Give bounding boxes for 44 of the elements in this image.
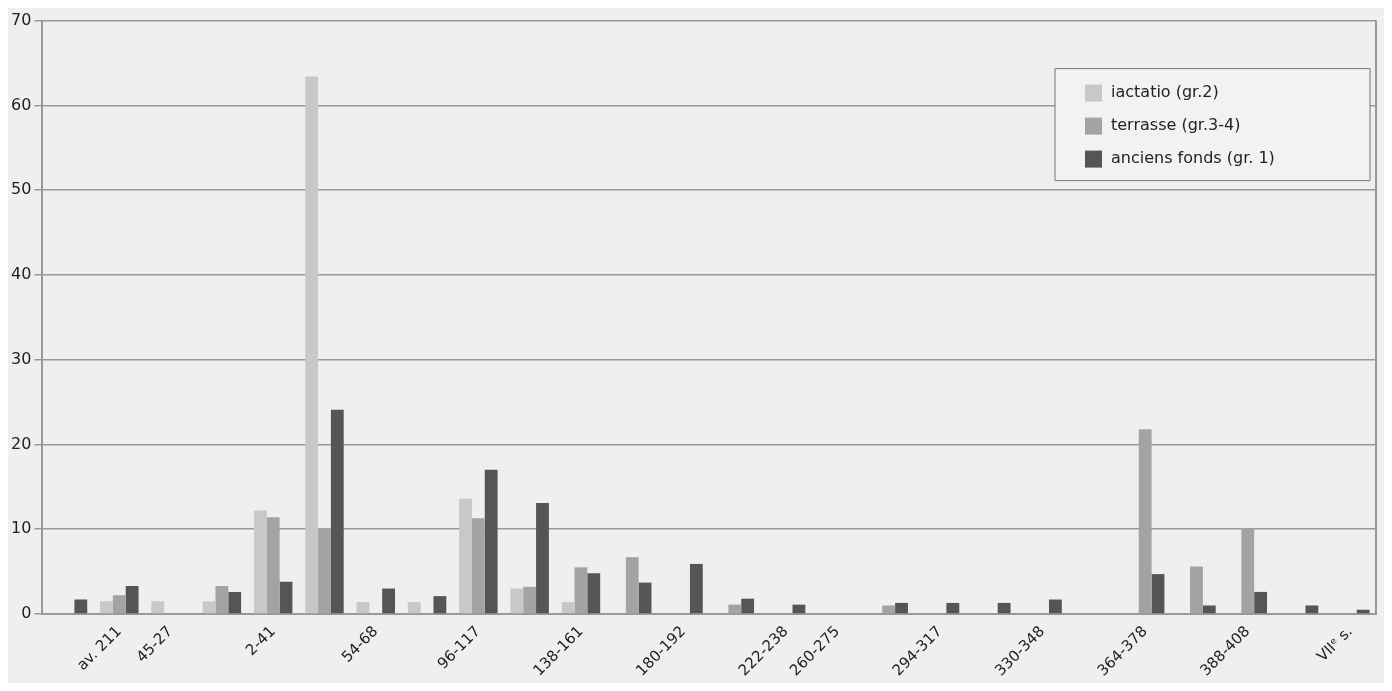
y-tick-label: 0 [21,603,32,623]
bar [151,601,165,614]
bar [228,591,242,614]
bar [1049,599,1062,614]
y-tick-label: 20 [11,433,32,453]
bar [125,585,139,614]
bar [1151,574,1165,614]
bar [895,602,908,614]
y-tick-label: 30 [11,348,32,368]
bar [484,469,498,614]
bar [100,601,113,614]
bar [279,581,293,614]
bar [459,498,472,614]
bar [587,573,601,614]
bar [741,598,755,614]
bar [407,602,421,614]
y-tick-label: 40 [11,264,32,284]
bar [638,582,652,614]
bar [561,602,575,614]
x-tick-label: VIIᵉ s. [1313,622,1356,666]
bar [1202,605,1216,614]
bar [1305,605,1319,614]
legend-label: terrasse (gr.3-4) [1111,114,1241,134]
bar [253,510,267,614]
bar [202,601,216,614]
y-tick-label: 60 [11,94,32,114]
bar [1254,591,1267,614]
bar [433,596,447,614]
x-tick-label: av. 211 [73,622,125,674]
bar [74,599,88,614]
bar [689,563,703,614]
bar [382,588,396,614]
bar [997,602,1011,614]
legend-label: iactatio (gr.2) [1111,81,1219,101]
bar [305,76,319,614]
y-tick-label: 70 [11,9,32,29]
bar [946,602,960,614]
bar [510,588,524,614]
bar [330,409,344,614]
legend-label: anciens fonds (gr. 1) [1111,147,1275,167]
bar [536,502,549,614]
bar [356,602,370,614]
y-tick-label: 50 [11,179,32,199]
y-tick-label: 10 [11,518,32,538]
